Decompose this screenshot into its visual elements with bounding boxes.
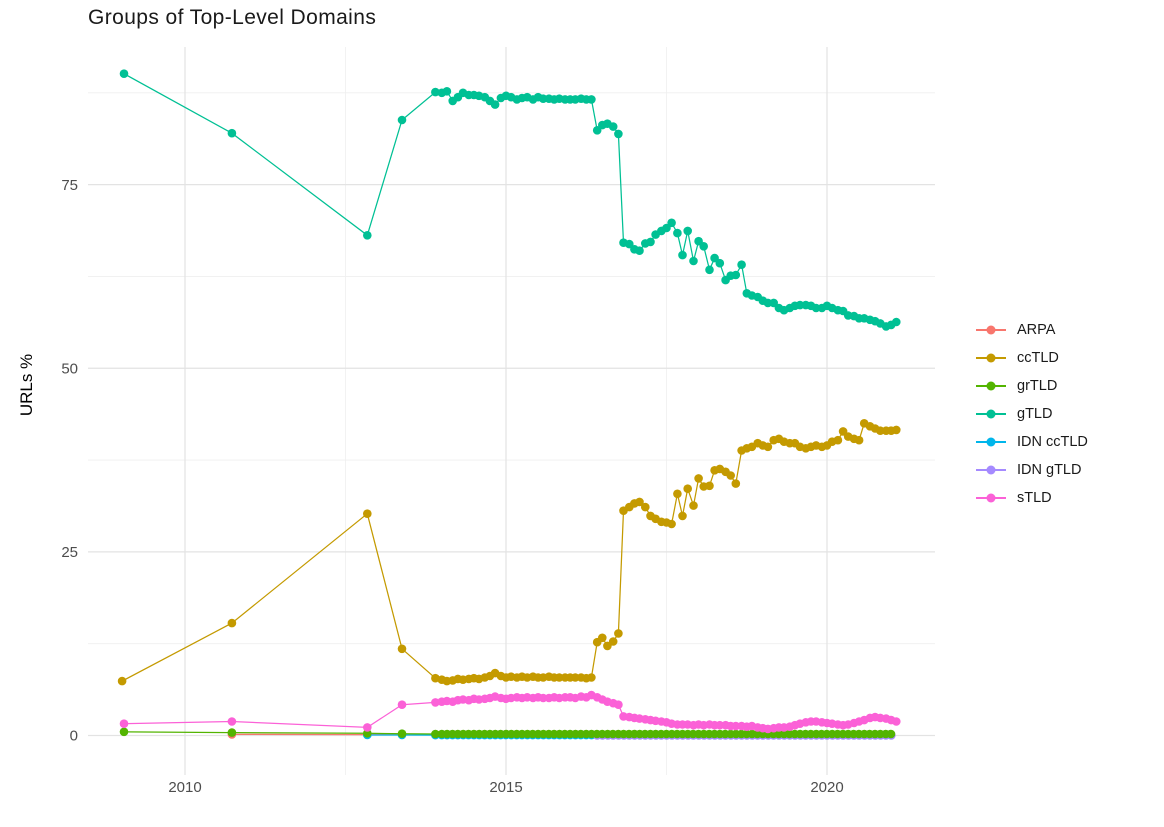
legend-key-icon xyxy=(976,322,1006,338)
legend-key-icon xyxy=(976,350,1006,366)
y-tick-label: 25 xyxy=(61,544,78,561)
legend-label: ccTLD xyxy=(1017,349,1059,366)
legend-item-cctld: ccTLD xyxy=(976,349,1088,366)
chart-title: Groups of Top-Level Domains xyxy=(88,6,377,29)
legend-item-grtld: grTLD xyxy=(976,377,1088,394)
legend-key-icon xyxy=(976,490,1006,506)
legend-label: sTLD xyxy=(1017,489,1052,506)
series-gTLD-points xyxy=(119,69,901,331)
legend-label: ARPA xyxy=(1017,321,1056,338)
legend: ARPA ccTLD grTLD gTLD IDN ccTLD IDN gTLD sTLD xyxy=(976,321,1088,506)
legend-label: IDN ccTLD xyxy=(1017,433,1088,450)
legend-item-idn-cctld: IDN ccTLD xyxy=(976,433,1088,450)
legend-key-icon xyxy=(976,378,1006,394)
x-tick-label: 2010 xyxy=(168,779,201,796)
series-grTLD-points xyxy=(119,727,896,739)
y-tick-label: 75 xyxy=(61,177,78,194)
legend-key-icon xyxy=(976,462,1006,478)
legend-item-gtld: gTLD xyxy=(976,405,1088,422)
series-sTLD-points xyxy=(119,690,901,734)
legend-key-icon xyxy=(976,406,1006,422)
legend-item-idn-gtld: IDN gTLD xyxy=(976,461,1088,478)
legend-item-arpa: ARPA xyxy=(976,321,1088,338)
legend-label: IDN gTLD xyxy=(1017,461,1082,478)
legend-key-icon xyxy=(976,434,1006,450)
legend-label: grTLD xyxy=(1017,377,1058,394)
x-tick-label: 2015 xyxy=(489,779,522,796)
x-tick-label: 2020 xyxy=(810,779,843,796)
series-ccTLD-points xyxy=(117,419,901,686)
y-tick-label: 50 xyxy=(61,360,78,377)
legend-label: gTLD xyxy=(1017,405,1053,422)
legend-item-stld: sTLD xyxy=(976,489,1088,506)
series-gTLD-line xyxy=(123,73,897,328)
y-tick-label: 0 xyxy=(70,728,78,745)
